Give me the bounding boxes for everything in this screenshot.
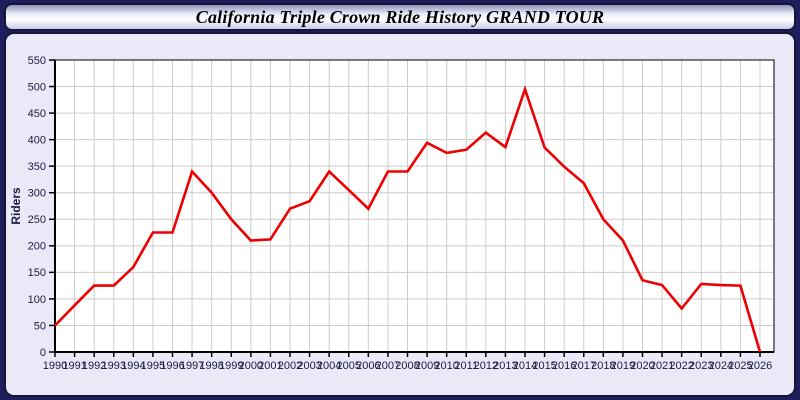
plot-area [55,60,774,352]
y-tick-label: 150 [28,267,46,279]
y-tick-label: 200 [28,241,46,253]
y-tick-label: 500 [28,81,46,93]
x-tick-label: 2011 [454,360,478,372]
y-tick-label: 350 [28,161,46,173]
x-tick-label: 2005 [337,360,361,372]
x-tick-label: 2026 [748,360,772,372]
x-tick-label: 2013 [493,360,517,372]
x-tick-label: 2014 [513,360,537,372]
x-tick-label: 2017 [572,360,596,372]
x-tick-label: 2019 [611,360,635,372]
y-tick-label: 550 [28,55,46,67]
x-tick-label: 2012 [474,360,498,372]
y-tick-label: 100 [28,294,46,306]
x-tick-label: 2003 [297,360,321,372]
x-tick-label: 2023 [689,360,713,372]
x-tick-label: 2015 [532,360,556,372]
x-tick-label: 1992 [82,360,106,372]
x-tick-label: 1998 [199,360,223,372]
x-tick-label: 2004 [317,360,341,372]
chart-panel: 0 50 100 150 200 250 300 350 400 450 500 550 1990 199… [4,32,796,397]
chart-title: California Triple Crown Ride History GRA… [195,6,605,27]
x-tick-label: 1991 [62,360,86,372]
x-tick-label: 1997 [180,360,204,372]
x-tick-label: 1990 [43,360,67,372]
x-tick-label: 2006 [356,360,380,372]
x-tick-label: 2007 [376,360,400,372]
y-tick-label: 450 [28,108,46,120]
riders-line-chart: 0501001502002503003504004505005501990199… [9,55,775,372]
x-tick-label: 2001 [258,360,282,372]
y-tick-label: 0 [40,347,46,359]
x-tick-label: 1994 [121,360,145,372]
x-tick-label: 2021 [650,360,674,372]
x-tick-label: 2008 [395,360,419,372]
x-tick-label: 2016 [552,360,576,372]
y-tick-label: 250 [28,214,46,226]
x-tick-label: 2018 [591,360,615,372]
x-tick-label: 1996 [160,360,184,372]
y-tick-label: 300 [28,188,46,200]
x-tick-label: 1993 [102,360,126,372]
x-tick-label: 1995 [141,360,165,372]
x-tick-label: 2020 [630,360,654,372]
x-axis: 1990199119921993199419951996199719981999… [43,351,774,372]
y-axis-title: Riders [9,187,23,225]
x-tick-label: 1999 [219,360,243,372]
y-tick-label: 50 [34,320,46,332]
x-tick-label: 2022 [669,360,693,372]
x-tick-label: 2025 [728,360,752,372]
y-tick-label: 400 [28,134,46,146]
y-axis: 0 50 100 150 200 250 300 350 400 450 500 550 [28,55,56,359]
x-tick-label: 2000 [239,360,263,372]
x-tick-label: 2009 [415,360,439,372]
riders-series-line [54,85,762,353]
x-tick-label: 2010 [434,360,458,372]
title-bar: California Triple Crown Ride History GRA… [4,3,796,31]
x-tick-label: 2002 [278,360,302,372]
x-tick-label: 2024 [709,360,733,372]
